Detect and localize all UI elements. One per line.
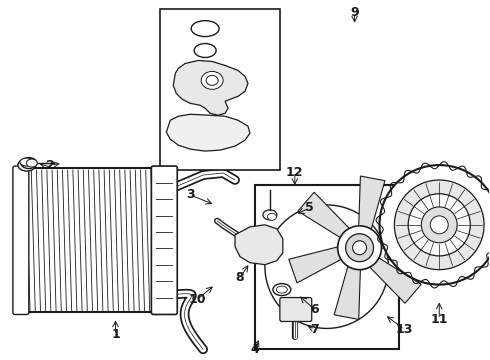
Circle shape (408, 194, 470, 256)
Text: 3: 3 (186, 188, 195, 202)
Polygon shape (173, 60, 248, 115)
Text: 1: 1 (111, 328, 120, 341)
FancyBboxPatch shape (13, 166, 29, 315)
Bar (160, 9, 280, 170)
Ellipse shape (21, 158, 37, 168)
Text: 8: 8 (236, 271, 245, 284)
Ellipse shape (20, 158, 34, 166)
Ellipse shape (263, 210, 277, 220)
Ellipse shape (273, 284, 291, 296)
Ellipse shape (276, 286, 287, 293)
Polygon shape (289, 247, 341, 283)
Ellipse shape (201, 71, 223, 89)
Text: 4: 4 (250, 343, 259, 356)
Polygon shape (298, 192, 349, 238)
Text: 10: 10 (189, 293, 206, 306)
Ellipse shape (18, 159, 36, 171)
Ellipse shape (26, 159, 37, 167)
Text: 5: 5 (305, 201, 314, 215)
Polygon shape (166, 114, 250, 151)
Ellipse shape (194, 44, 216, 58)
Ellipse shape (206, 75, 218, 85)
FancyBboxPatch shape (151, 166, 177, 315)
Polygon shape (370, 258, 421, 303)
Circle shape (421, 207, 457, 243)
Text: 7: 7 (310, 323, 319, 336)
Polygon shape (334, 266, 360, 319)
Text: 2: 2 (47, 158, 55, 172)
Polygon shape (359, 176, 385, 229)
Circle shape (394, 180, 484, 270)
Text: 12: 12 (286, 166, 304, 179)
FancyBboxPatch shape (280, 298, 312, 321)
Text: 11: 11 (431, 313, 448, 326)
Circle shape (345, 234, 373, 262)
Polygon shape (235, 225, 283, 265)
Text: 9: 9 (350, 6, 359, 19)
Circle shape (430, 216, 448, 234)
Circle shape (379, 165, 490, 285)
Text: 13: 13 (396, 323, 413, 336)
Polygon shape (378, 213, 430, 248)
Bar (255, 185, 399, 349)
Ellipse shape (268, 213, 276, 220)
Circle shape (338, 226, 382, 270)
Bar (19, 168, 163, 312)
Ellipse shape (191, 21, 219, 37)
Circle shape (353, 241, 367, 255)
Circle shape (265, 205, 389, 328)
Text: 6: 6 (311, 303, 319, 316)
